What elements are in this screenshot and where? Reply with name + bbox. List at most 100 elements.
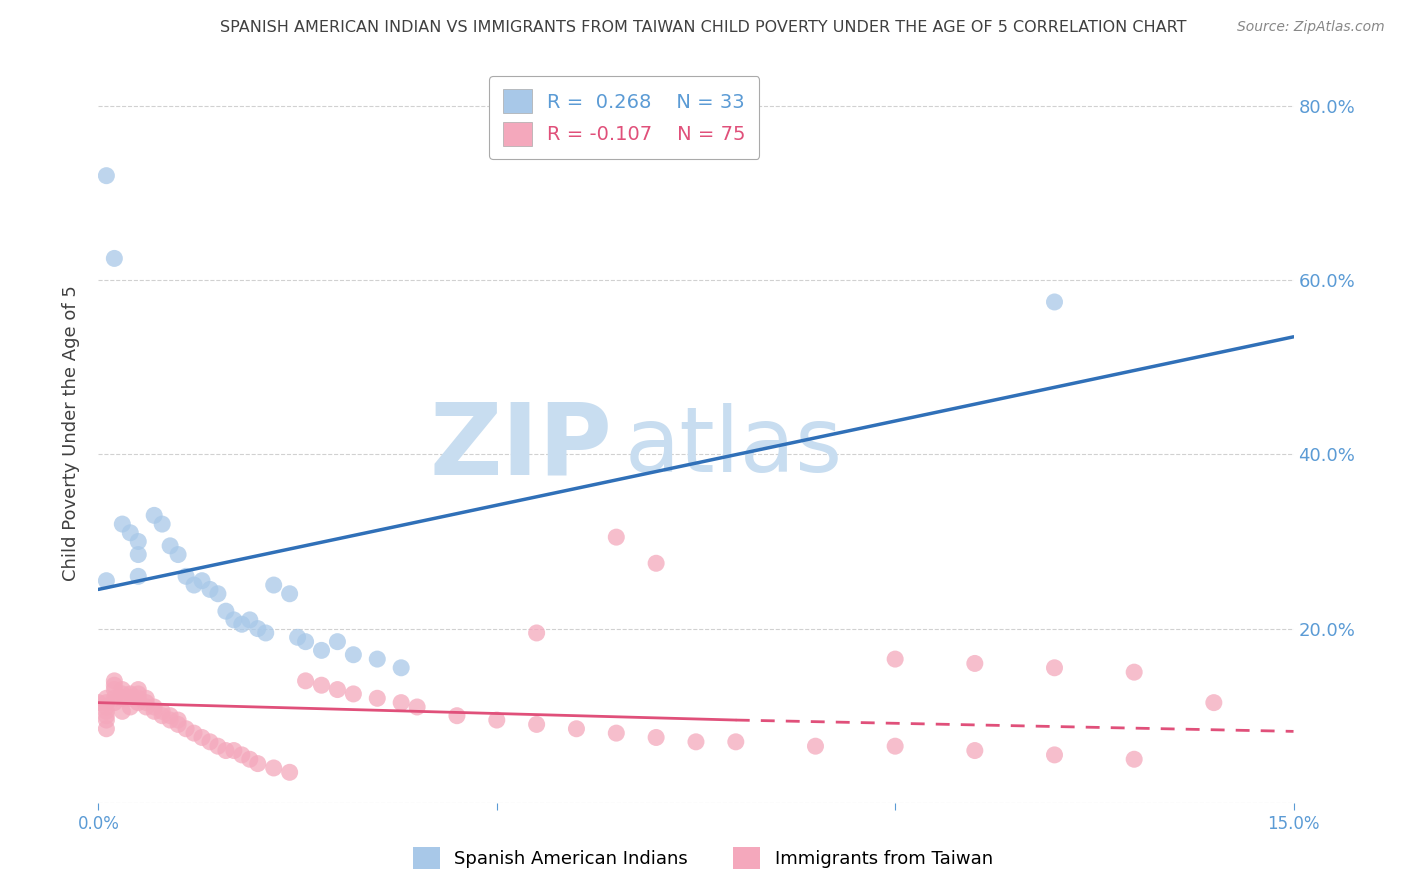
Point (120, 691, 142, 706)
Point (167, 713, 190, 727)
Point (143, 700, 166, 714)
Text: SPANISH AMERICAN INDIAN VS IMMIGRANTS FROM TAIWAN CHILD POVERTY UNDER THE AGE OF: SPANISH AMERICAN INDIAN VS IMMIGRANTS FR… (219, 20, 1187, 35)
Point (294, 634, 316, 648)
Point (884, 739, 907, 754)
Point (96, 700, 118, 714)
Point (111, 682, 134, 697)
Point (884, 652, 907, 666)
Point (111, 691, 134, 706)
Point (127, 687, 149, 701)
Point (174, 569, 197, 583)
Point (111, 687, 134, 701)
Point (183, 726, 205, 740)
Point (326, 682, 349, 697)
Point (103, 691, 125, 706)
Point (963, 657, 986, 671)
Point (127, 569, 149, 583)
Point (366, 691, 388, 706)
Point (167, 548, 190, 562)
Point (963, 743, 986, 757)
Point (135, 696, 157, 710)
Point (111, 517, 134, 532)
Point (605, 726, 627, 740)
Point (96, 691, 118, 706)
Point (96, 696, 118, 710)
Point (222, 743, 245, 757)
Point (103, 673, 125, 688)
Point (287, 630, 309, 644)
Point (231, 617, 253, 632)
Point (263, 578, 285, 592)
Point (231, 747, 253, 762)
Point (150, 708, 173, 723)
Point (239, 613, 262, 627)
Point (127, 682, 149, 697)
Point (804, 739, 827, 754)
Point (159, 539, 181, 553)
Legend: R =  0.268    N = 33, R = -0.107    N = 75: R = 0.268 N = 33, R = -0.107 N = 75 (489, 76, 759, 160)
Point (127, 548, 149, 562)
Point (127, 534, 149, 549)
Text: atlas: atlas (624, 403, 842, 491)
Point (263, 761, 285, 775)
Point (198, 735, 221, 749)
Point (159, 713, 181, 727)
Point (246, 622, 269, 636)
Point (311, 643, 333, 657)
Point (135, 700, 157, 714)
Point (326, 634, 349, 648)
Point (1043, 747, 1066, 762)
Point (159, 708, 181, 723)
Point (278, 587, 301, 601)
Point (96, 169, 118, 183)
Point (103, 252, 125, 266)
Point (120, 687, 142, 701)
Point (143, 704, 166, 718)
Point (215, 604, 238, 618)
Point (183, 578, 205, 592)
Point (191, 574, 214, 588)
Point (1123, 752, 1146, 766)
Point (103, 682, 125, 697)
Point (120, 700, 142, 714)
Legend: Spanish American Indians, Immigrants from Taiwan: Spanish American Indians, Immigrants fro… (406, 839, 1000, 876)
Point (278, 765, 301, 780)
Point (96, 722, 118, 736)
Point (526, 626, 548, 640)
Point (191, 731, 214, 745)
Point (222, 613, 245, 627)
Point (207, 739, 229, 754)
Point (207, 587, 229, 601)
Point (127, 696, 149, 710)
Point (446, 708, 468, 723)
Point (127, 691, 149, 706)
Point (645, 731, 668, 745)
Point (311, 678, 333, 692)
Point (685, 735, 707, 749)
Point (406, 700, 429, 714)
Point (96, 574, 118, 588)
Point (96, 708, 118, 723)
Point (605, 530, 627, 544)
Point (150, 704, 173, 718)
Point (342, 648, 364, 662)
Point (1123, 665, 1146, 680)
Y-axis label: Child Poverty Under the Age of 5: Child Poverty Under the Age of 5 (62, 285, 80, 581)
Point (1043, 295, 1066, 310)
Point (103, 696, 125, 710)
Point (167, 717, 190, 731)
Point (645, 556, 668, 570)
Point (342, 687, 364, 701)
Point (724, 735, 747, 749)
Point (1043, 661, 1066, 675)
Point (526, 717, 548, 731)
Point (135, 691, 157, 706)
Point (143, 508, 166, 523)
Point (96, 704, 118, 718)
Point (389, 696, 412, 710)
Point (485, 713, 508, 727)
Point (96, 713, 118, 727)
Point (294, 673, 316, 688)
Text: ZIP: ZIP (429, 399, 613, 496)
Point (366, 652, 388, 666)
